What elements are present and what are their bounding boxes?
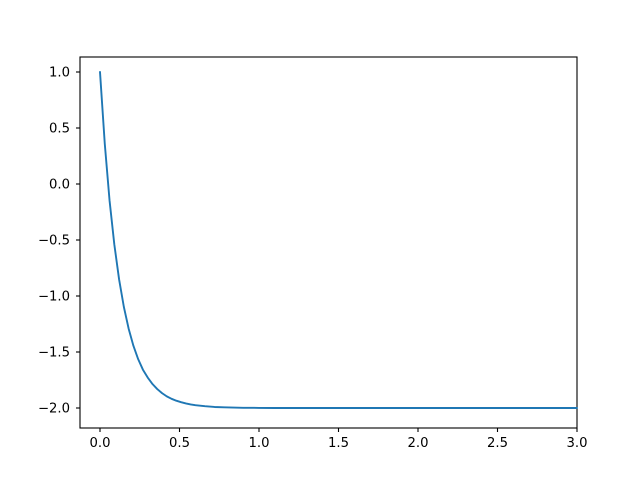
x-tick-label: 1.5 [328, 436, 349, 451]
x-tick-label: 0.5 [169, 436, 190, 451]
y-tick-label: 1.0 [49, 66, 70, 81]
y-tick-label: 0.0 [49, 178, 70, 193]
x-axis-tick-labels: 0.0 0.5 1.0 1.5 2.0 2.5 3.0 [90, 436, 588, 451]
x-tick-label: 3.0 [567, 436, 588, 451]
x-axis-ticks [99, 428, 578, 432]
y-tick-label: −2.0 [38, 402, 70, 417]
x-tick-label: 0.0 [90, 436, 111, 451]
axes-frame [79, 56, 578, 429]
y-axis-tick-labels: 1.0 0.5 0.0 −0.5 −1.0 −1.5 −2.0 [38, 66, 70, 417]
x-tick-label: 1.0 [249, 436, 270, 451]
y-tick-label: −1.0 [38, 290, 70, 305]
y-tick-label: 0.5 [49, 122, 70, 137]
x-tick-label: 2.5 [487, 436, 508, 451]
y-axis-ticks [76, 71, 80, 409]
data-series-line [99, 71, 578, 409]
x-tick-label: 2.0 [408, 436, 429, 451]
y-tick-label: −0.5 [38, 234, 70, 249]
y-tick-label: −1.5 [38, 346, 70, 361]
